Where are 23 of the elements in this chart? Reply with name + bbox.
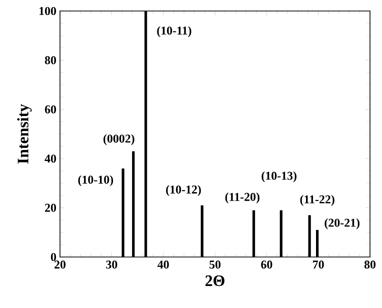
x-tick-label: 70 — [313, 260, 324, 269]
annotation: (10-10) — [78, 175, 114, 186]
y-tick-label: 80 — [44, 56, 56, 64]
x-tick-label: 60 — [261, 260, 272, 269]
x-tick-label: 50 — [210, 260, 221, 269]
x-tick-label: 20 — [54, 260, 66, 269]
y-tick-label: 0 — [50, 252, 56, 262]
annotation: (10-11) — [157, 26, 192, 38]
y-tick-label: 40 — [44, 154, 56, 163]
annotation: (0002) — [103, 134, 134, 146]
x-tick-label: 30 — [106, 260, 118, 269]
annotation: (10-13) — [262, 171, 296, 182]
annotation: (11-22) — [300, 195, 334, 206]
y-tick-label: 100 — [40, 6, 56, 16]
y-axis-title: Intensity — [17, 104, 32, 164]
x-tick-label: 40 — [158, 260, 169, 269]
y-tick-label: 20 — [45, 204, 56, 212]
x-tick-label: 80 — [364, 260, 376, 269]
annotation: (10-12) — [166, 185, 201, 196]
y-tick-label: 60 — [44, 105, 56, 114]
x-axis-title: 2Θ — [205, 275, 224, 286]
annotation: (11-20) — [225, 192, 260, 204]
annotation: (20-21) — [324, 218, 360, 230]
